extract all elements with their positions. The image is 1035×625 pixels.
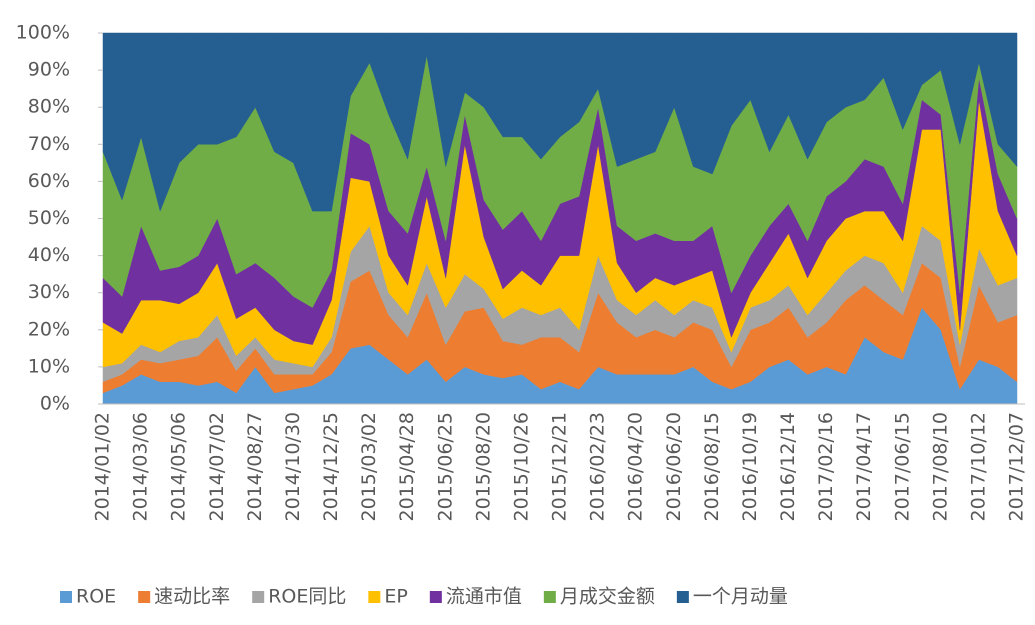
x-tick-label: 2014/01/02 <box>92 412 114 522</box>
x-tick-label: 2017/10/12 <box>967 412 989 522</box>
x-tick-label: 2014/03/06 <box>130 412 152 522</box>
legend-label: EP <box>384 586 407 608</box>
legend-label: 月成交金额 <box>560 586 655 608</box>
x-tick-label: 2017/02/16 <box>815 412 837 522</box>
x-tick-label: 2017/04/17 <box>853 412 875 522</box>
legend-swatch <box>252 591 265 603</box>
x-tick-label: 2014/07/02 <box>206 412 228 522</box>
y-tick-label: 90% <box>28 59 70 81</box>
x-tick-label: 2014/12/25 <box>320 412 342 522</box>
legend-swatch <box>368 591 381 603</box>
y-tick-label: 70% <box>28 133 70 155</box>
legend-label: 速动比率 <box>154 586 230 608</box>
legend-swatch <box>429 591 442 603</box>
x-tick-label: 2016/12/14 <box>777 412 799 522</box>
y-tick-label: 60% <box>28 170 70 192</box>
y-tick-label: 40% <box>28 244 70 266</box>
y-tick-label: 30% <box>28 281 70 303</box>
legend-swatch <box>676 591 689 603</box>
y-tick-label: 100% <box>16 22 70 44</box>
x-tick-label: 2016/04/20 <box>625 412 647 522</box>
legend-label: 流通市值 <box>446 586 522 608</box>
x-tick-label: 2015/08/20 <box>472 412 494 522</box>
x-tick-label: 2014/08/27 <box>244 412 266 522</box>
x-tick-label: 2015/10/26 <box>510 412 532 522</box>
x-tick-label: 2014/05/06 <box>168 412 190 522</box>
legend-swatch <box>138 591 151 603</box>
area <box>102 32 1018 212</box>
x-tick-label: 2016/08/15 <box>701 412 723 522</box>
x-tick-label: 2015/12/21 <box>549 412 571 522</box>
x-tick-label: 2015/04/28 <box>396 412 418 522</box>
x-tick-label: 2014/10/30 <box>282 412 304 522</box>
y-tick-label: 50% <box>28 207 70 229</box>
x-tick-label: 2015/03/02 <box>358 412 380 522</box>
legend-label: 一个月动量 <box>693 586 788 608</box>
legend-label: ROE <box>76 586 116 608</box>
y-tick-label: 10% <box>28 355 70 377</box>
legend-label: ROE同比 <box>268 586 346 608</box>
x-tick-label: 2016/10/19 <box>739 412 761 522</box>
y-tick-label: 20% <box>28 318 70 340</box>
x-tick-label: 2015/06/25 <box>434 412 456 522</box>
x-tick-label: 2016/06/20 <box>663 412 685 522</box>
y-tick-label: 80% <box>28 96 70 118</box>
y-tick-label: 0% <box>40 393 70 415</box>
x-tick-label: 2017/12/07 <box>1006 412 1028 522</box>
legend-swatch <box>60 591 72 603</box>
legend-swatch <box>543 591 556 603</box>
x-tick-label: 2016/02/23 <box>587 412 609 522</box>
x-tick-label: 2017/08/10 <box>929 412 951 522</box>
x-tick-label: 2017/06/15 <box>891 412 913 522</box>
